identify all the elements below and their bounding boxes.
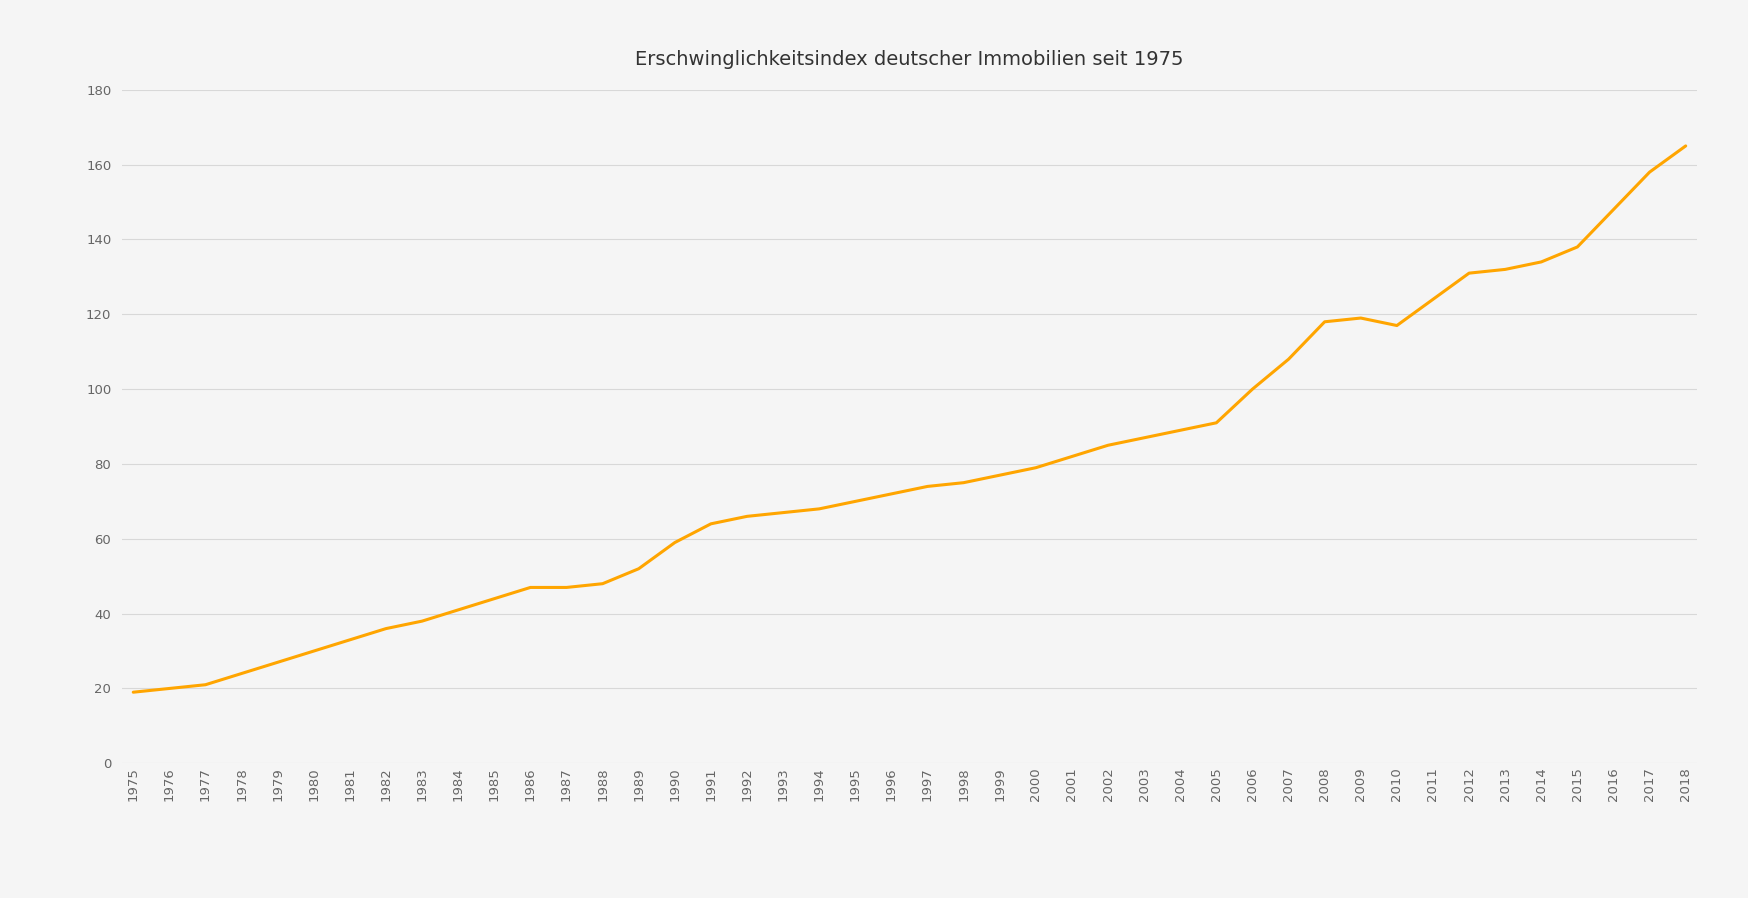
Title: Erschwinglichkeitsindex deutscher Immobilien seit 1975: Erschwinglichkeitsindex deutscher Immobi… bbox=[635, 49, 1183, 69]
